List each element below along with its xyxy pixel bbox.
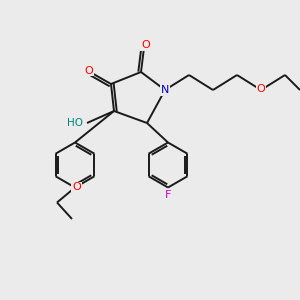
Text: O: O bbox=[141, 40, 150, 50]
Text: HO: HO bbox=[67, 118, 82, 128]
Text: O: O bbox=[84, 65, 93, 76]
Text: O: O bbox=[72, 182, 81, 193]
Text: N: N bbox=[161, 85, 169, 95]
Text: O: O bbox=[256, 83, 266, 94]
Text: F: F bbox=[165, 190, 171, 200]
